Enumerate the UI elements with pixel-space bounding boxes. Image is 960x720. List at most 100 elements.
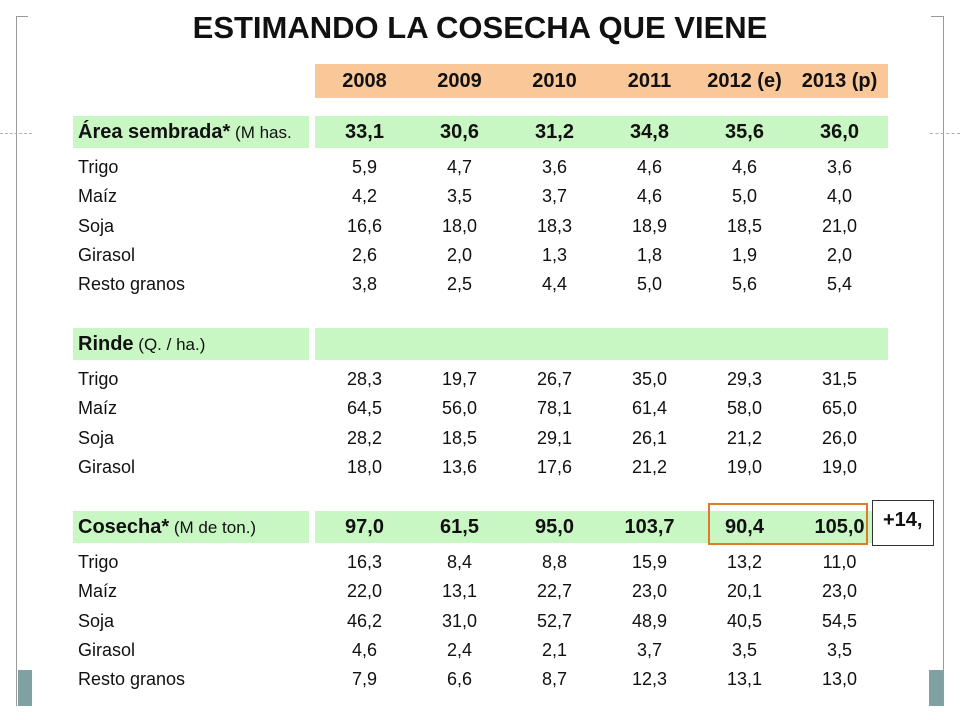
callout-text: +14, [883,509,923,531]
year-header-band [315,64,888,98]
frame-top-right [931,16,943,17]
value-cell: 5,9 [351,157,378,177]
value-cell: 64,5 [346,398,383,419]
row-label: Resto granos [78,274,186,295]
value-cell: 12,3 [631,669,668,690]
value-cell: 1,3 [541,244,568,265]
section-total-cell: 35,6 [725,121,764,143]
value-cell: 4,6 [636,186,663,207]
value-cell: 8,7 [541,669,568,690]
section-values-band [315,511,888,543]
value-cell: 4,6 [636,157,663,177]
value-cell: 17,6 [536,456,573,477]
value-cell: 3,5 [826,639,853,660]
value-cell: 29,3 [726,369,763,389]
value-cell: 4,6 [351,639,378,660]
section-total-cell: 61,5 [440,516,479,538]
section-title-unit: (M de ton.) [169,518,257,537]
section-title-main: Cosecha* [78,516,170,538]
value-cell: 5,0 [636,274,663,295]
section-title: Rinde (Q. / ha.) [78,329,205,359]
section-title-unit: (M has. [230,123,292,142]
value-cell: 78,1 [536,398,573,419]
value-cell: 2,4 [446,639,473,660]
year-header-cell: 2012 (e) [707,70,782,92]
value-cell: 7,9 [351,669,378,690]
value-cell: 46,2 [346,610,383,631]
value-cell: 13,0 [821,669,858,690]
section-values-band [315,116,888,148]
value-cell: 3,6 [826,157,853,177]
value-cell: 3,7 [636,639,663,660]
value-cell: 4,7 [446,157,473,177]
value-cell: 4,0 [826,186,853,207]
value-cell: 23,0 [821,581,858,602]
value-cell: 35,0 [631,369,668,389]
section-label-band [73,511,309,543]
value-cell: 4,2 [351,186,378,207]
value-cell: 18,5 [726,215,763,236]
value-cell: 2,0 [446,244,473,265]
corner-block-right [929,670,943,706]
section-total-cell: 95,0 [535,516,574,538]
section-total-cell: 97,0 [345,516,384,538]
value-cell: 65,0 [821,398,858,419]
row-label: Maíz [78,581,118,602]
value-cell: 18,5 [441,427,478,448]
value-cell: 2,5 [446,274,473,295]
corner-block-left [18,670,32,706]
value-cell: 4,6 [731,157,758,177]
value-cell: 20,1 [726,581,763,602]
row-label: Girasol [78,639,136,660]
value-cell: 3,5 [446,186,473,207]
value-cell: 3,8 [351,274,378,295]
section-total-cell: 31,2 [535,121,574,143]
section-total-cell: 33,1 [345,121,384,143]
value-cell: 3,5 [731,639,758,660]
year-header-cell: 2011 [627,70,672,92]
value-cell: 18,0 [346,456,383,477]
value-cell: 19,0 [726,456,763,477]
section-total-cell: 30,6 [440,121,479,143]
section-title: Área sembrada* (M has. [78,117,292,147]
year-header-cell: 2009 [437,70,482,92]
year-header-cell: 2008 [342,70,387,92]
value-cell: 22,0 [346,581,383,602]
value-cell: 18,3 [536,215,573,236]
value-cell: 16,3 [346,552,383,572]
value-cell: 31,5 [821,369,858,389]
frame-line-left [16,16,17,706]
value-cell: 28,2 [346,427,383,448]
value-cell: 26,0 [821,427,858,448]
value-cell: 13,1 [441,581,478,602]
value-cell: 21,0 [821,215,858,236]
section-label-band [73,328,309,360]
section-values-band [315,328,888,360]
value-cell: 28,3 [346,369,383,389]
row-label: Resto granos [78,669,186,690]
value-cell: 13,6 [441,456,478,477]
value-cell: 1,8 [636,244,663,265]
value-cell: 2,6 [351,244,378,265]
value-cell: 1,9 [731,244,758,265]
value-cell: 5,6 [731,274,758,295]
row-label: Soja [78,427,115,448]
row-label: Soja [78,215,115,236]
value-cell: 40,5 [726,610,763,631]
value-cell: 8,8 [541,552,568,572]
section-total-cell: 103,7 [624,516,675,538]
section-total-cell: 34,8 [630,121,669,143]
value-cell: 2,1 [541,639,568,660]
section-title-main: Rinde [78,333,134,355]
value-cell: 11,0 [822,552,857,572]
value-cell: 23,0 [631,581,668,602]
value-cell: 52,7 [536,610,573,631]
value-cell: 18,0 [441,215,478,236]
frame-line-right [943,16,944,706]
value-cell: 8,4 [446,552,473,572]
value-cell: 15,9 [631,552,668,572]
row-label: Trigo [78,552,119,572]
row-label: Trigo [78,157,119,177]
row-label: Maíz [78,398,118,419]
value-cell: 5,4 [826,274,853,295]
